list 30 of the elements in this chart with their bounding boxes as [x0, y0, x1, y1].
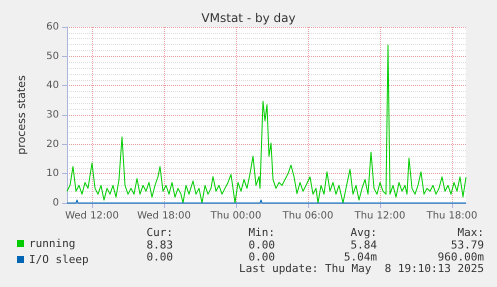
text: 0.00	[146, 250, 173, 264]
text: Cur:	[146, 226, 173, 239]
text: Min:	[248, 226, 275, 239]
text: 8.83	[146, 238, 173, 252]
y-tick-label: 40	[46, 80, 59, 92]
legend-label: running	[29, 237, 76, 250]
text: 960.00m	[438, 250, 484, 264]
text: 53.79	[450, 238, 484, 252]
x-tick-label: Thu 06:00	[282, 210, 334, 222]
y-tick-label: 10	[46, 168, 59, 180]
text: Avg:	[350, 226, 377, 239]
y-tick-label: 20	[46, 138, 59, 150]
text: 0.00	[248, 238, 275, 252]
y-tick-label: 60	[46, 22, 59, 32]
y-tick-label: 0	[52, 198, 59, 208]
x-tick-label: Thu 00:00	[210, 210, 262, 222]
text: 5.04m	[344, 250, 378, 264]
text: 5.84	[350, 238, 378, 252]
text: Last update: Thu May 8 19:10:13 2025	[238, 262, 484, 275]
x-tick-label: Wed 12:00	[65, 210, 119, 222]
x-tick-label: Thu 12:00	[354, 210, 406, 222]
text: 0.00	[248, 250, 275, 264]
x-tick-label: Thu 18:00	[426, 210, 478, 222]
chart-title: VMstat - by day	[201, 11, 296, 25]
y-axis-title: process states	[15, 75, 28, 155]
y-tick-label: 50	[46, 50, 59, 62]
y-tick-label: 30	[46, 110, 59, 120]
x-tick-label: Wed 18:00	[137, 210, 191, 222]
legend-label: I/O sleep	[29, 253, 89, 266]
text: Max:	[458, 226, 484, 239]
